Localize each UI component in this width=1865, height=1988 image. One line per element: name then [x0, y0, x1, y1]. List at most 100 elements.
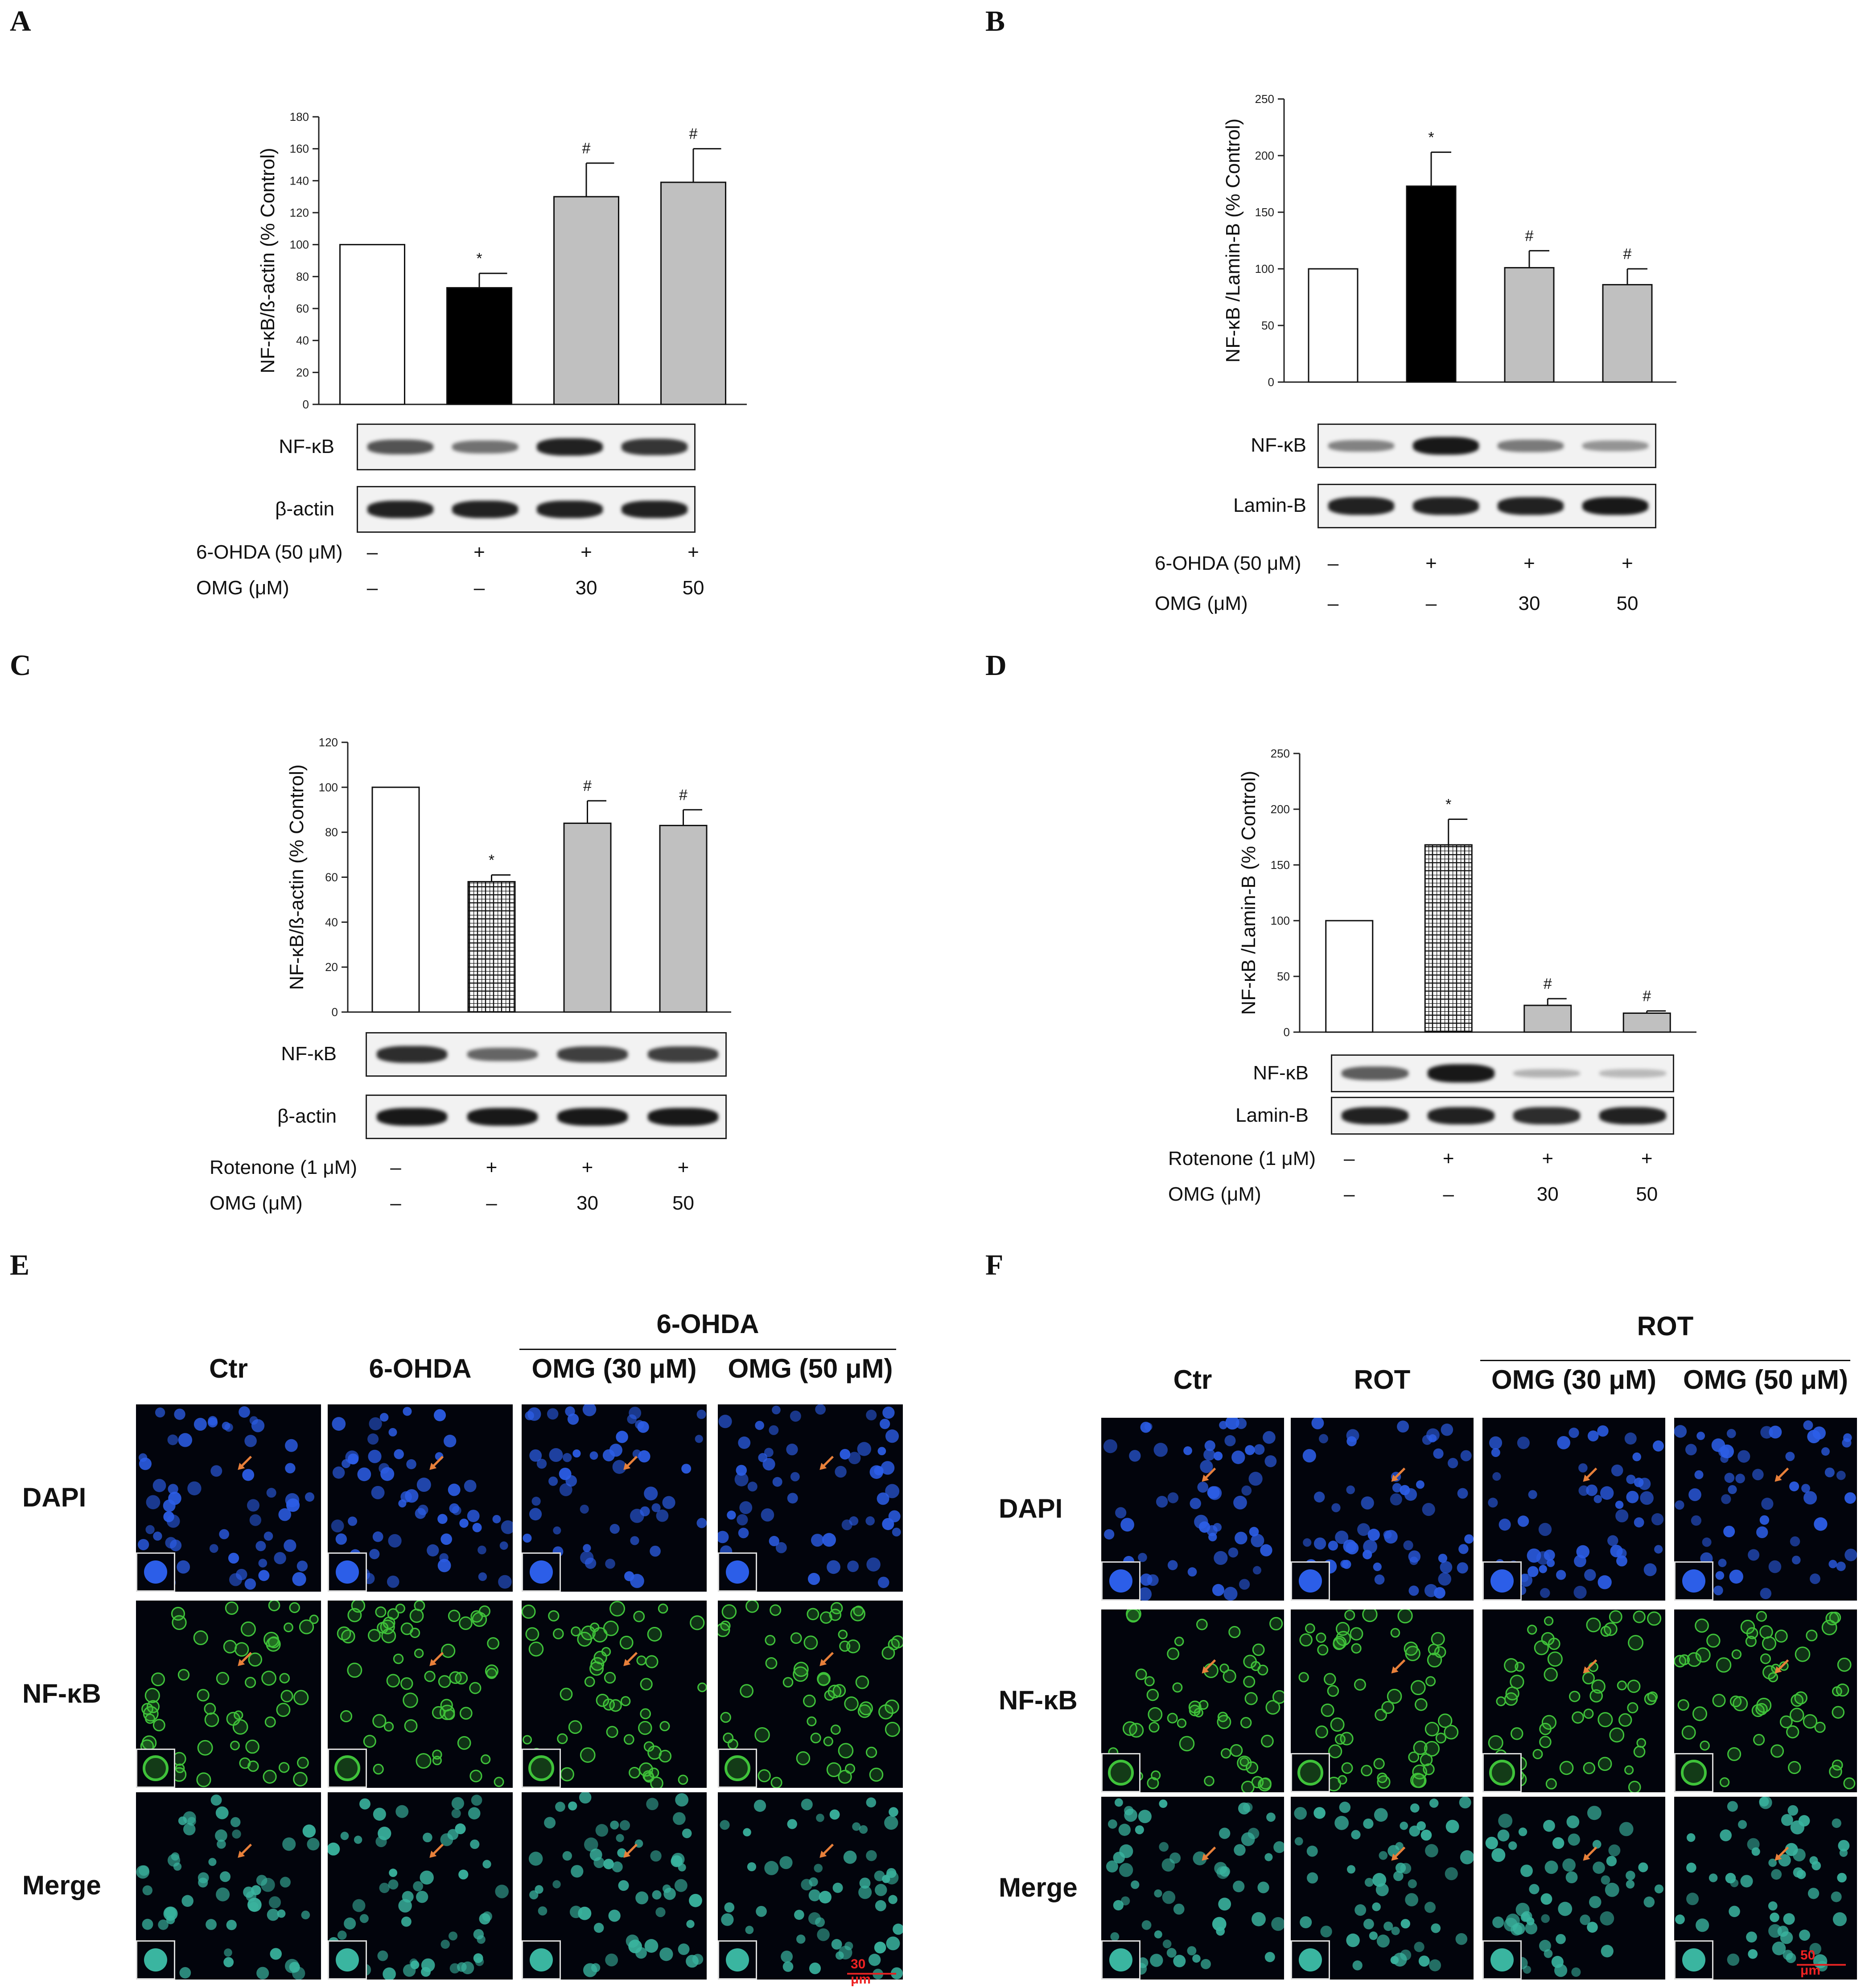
cell	[1761, 1498, 1774, 1510]
cell	[1592, 1840, 1602, 1849]
cell	[1429, 1799, 1439, 1808]
cell	[1534, 1640, 1549, 1655]
cell	[560, 1767, 574, 1782]
cell	[1593, 1495, 1602, 1503]
cell	[1425, 1676, 1436, 1687]
cell	[1609, 1727, 1625, 1743]
cell	[386, 1674, 400, 1688]
cell	[572, 1449, 581, 1458]
cell	[1444, 1725, 1459, 1740]
cell	[251, 1419, 265, 1432]
cell	[1497, 1829, 1510, 1842]
cell	[228, 1552, 239, 1564]
cell	[226, 1920, 237, 1930]
cell	[499, 1541, 508, 1550]
cell	[1544, 1616, 1554, 1626]
cell	[1790, 1536, 1800, 1547]
cell	[461, 1961, 474, 1975]
micrograph-dapi	[522, 1404, 707, 1592]
cell	[1224, 1435, 1236, 1446]
arrow-head	[429, 1659, 437, 1666]
cell	[1538, 1523, 1552, 1536]
cell	[557, 1733, 568, 1744]
cell	[1607, 1535, 1618, 1546]
cell	[1120, 1518, 1134, 1532]
column-label: OMG (50 μM)	[1683, 1365, 1849, 1395]
blot-label: Lamin-B	[1233, 494, 1306, 516]
cell	[633, 1610, 645, 1622]
cell	[1543, 1819, 1555, 1832]
cell	[807, 1572, 820, 1585]
cell	[718, 1415, 732, 1428]
cell	[451, 1808, 461, 1819]
cell	[692, 1954, 704, 1965]
cell	[682, 1828, 692, 1838]
cell	[1679, 1654, 1690, 1666]
cell	[1104, 1529, 1115, 1540]
cell	[1686, 1862, 1696, 1873]
cell	[1786, 1953, 1796, 1963]
cell	[177, 1669, 190, 1681]
cell	[1264, 1952, 1275, 1962]
cell	[1643, 1563, 1657, 1576]
cell	[1522, 1911, 1532, 1922]
cell	[809, 1962, 821, 1975]
cell	[234, 1642, 249, 1657]
cell	[589, 1451, 598, 1460]
cell	[344, 1917, 356, 1930]
cell	[1762, 1665, 1777, 1679]
cell	[718, 1622, 730, 1637]
scale-bar-label: 30 μm	[851, 1957, 871, 1987]
cell	[1261, 1734, 1274, 1748]
cell	[403, 1964, 416, 1977]
cell	[1235, 1531, 1247, 1545]
cell	[448, 1609, 461, 1622]
cell	[145, 1713, 155, 1724]
cell	[790, 1410, 801, 1422]
cell	[1695, 1618, 1709, 1633]
cell	[1263, 1431, 1276, 1444]
cell	[807, 1716, 817, 1726]
micrograph-merge	[1674, 1797, 1857, 1980]
cell	[1627, 1679, 1641, 1693]
cell	[1729, 1695, 1742, 1708]
cell	[1727, 1801, 1738, 1812]
cell	[1196, 1618, 1208, 1630]
cell	[1412, 1764, 1428, 1780]
cell	[1307, 1872, 1318, 1884]
cell	[596, 1694, 609, 1707]
cell	[293, 1690, 309, 1705]
cell	[1539, 1723, 1552, 1735]
cell	[743, 1828, 751, 1836]
arrow-head	[623, 1659, 631, 1666]
cell	[1252, 1643, 1265, 1656]
arrow-head	[1583, 1474, 1590, 1482]
cell	[1695, 1647, 1711, 1663]
cell	[1219, 1827, 1231, 1839]
cell	[1338, 1775, 1347, 1785]
inset-zoom	[718, 1749, 757, 1788]
cell	[786, 1443, 798, 1456]
cell	[817, 1928, 830, 1941]
y-tick-label: 50	[1277, 970, 1290, 983]
cell	[1115, 1507, 1127, 1519]
cell	[697, 1682, 707, 1692]
cell	[278, 1762, 290, 1773]
cell	[1760, 1588, 1772, 1599]
condition-value: 50	[1636, 1183, 1658, 1205]
cell	[529, 1449, 542, 1462]
cell	[1144, 1676, 1155, 1687]
cell	[547, 1408, 559, 1420]
significance-mark: *	[1428, 129, 1434, 146]
significance-mark: #	[1544, 975, 1552, 992]
cell	[1727, 1953, 1740, 1966]
cell	[1618, 1713, 1632, 1727]
y-tick-label: 120	[290, 206, 309, 219]
cell	[1363, 1818, 1374, 1829]
cell	[373, 1807, 386, 1821]
cell	[662, 1496, 675, 1509]
cell	[1488, 1498, 1498, 1508]
column-label: OMG (50 μM)	[728, 1354, 893, 1383]
inset-zoom	[522, 1940, 561, 1980]
cell	[299, 1619, 314, 1634]
